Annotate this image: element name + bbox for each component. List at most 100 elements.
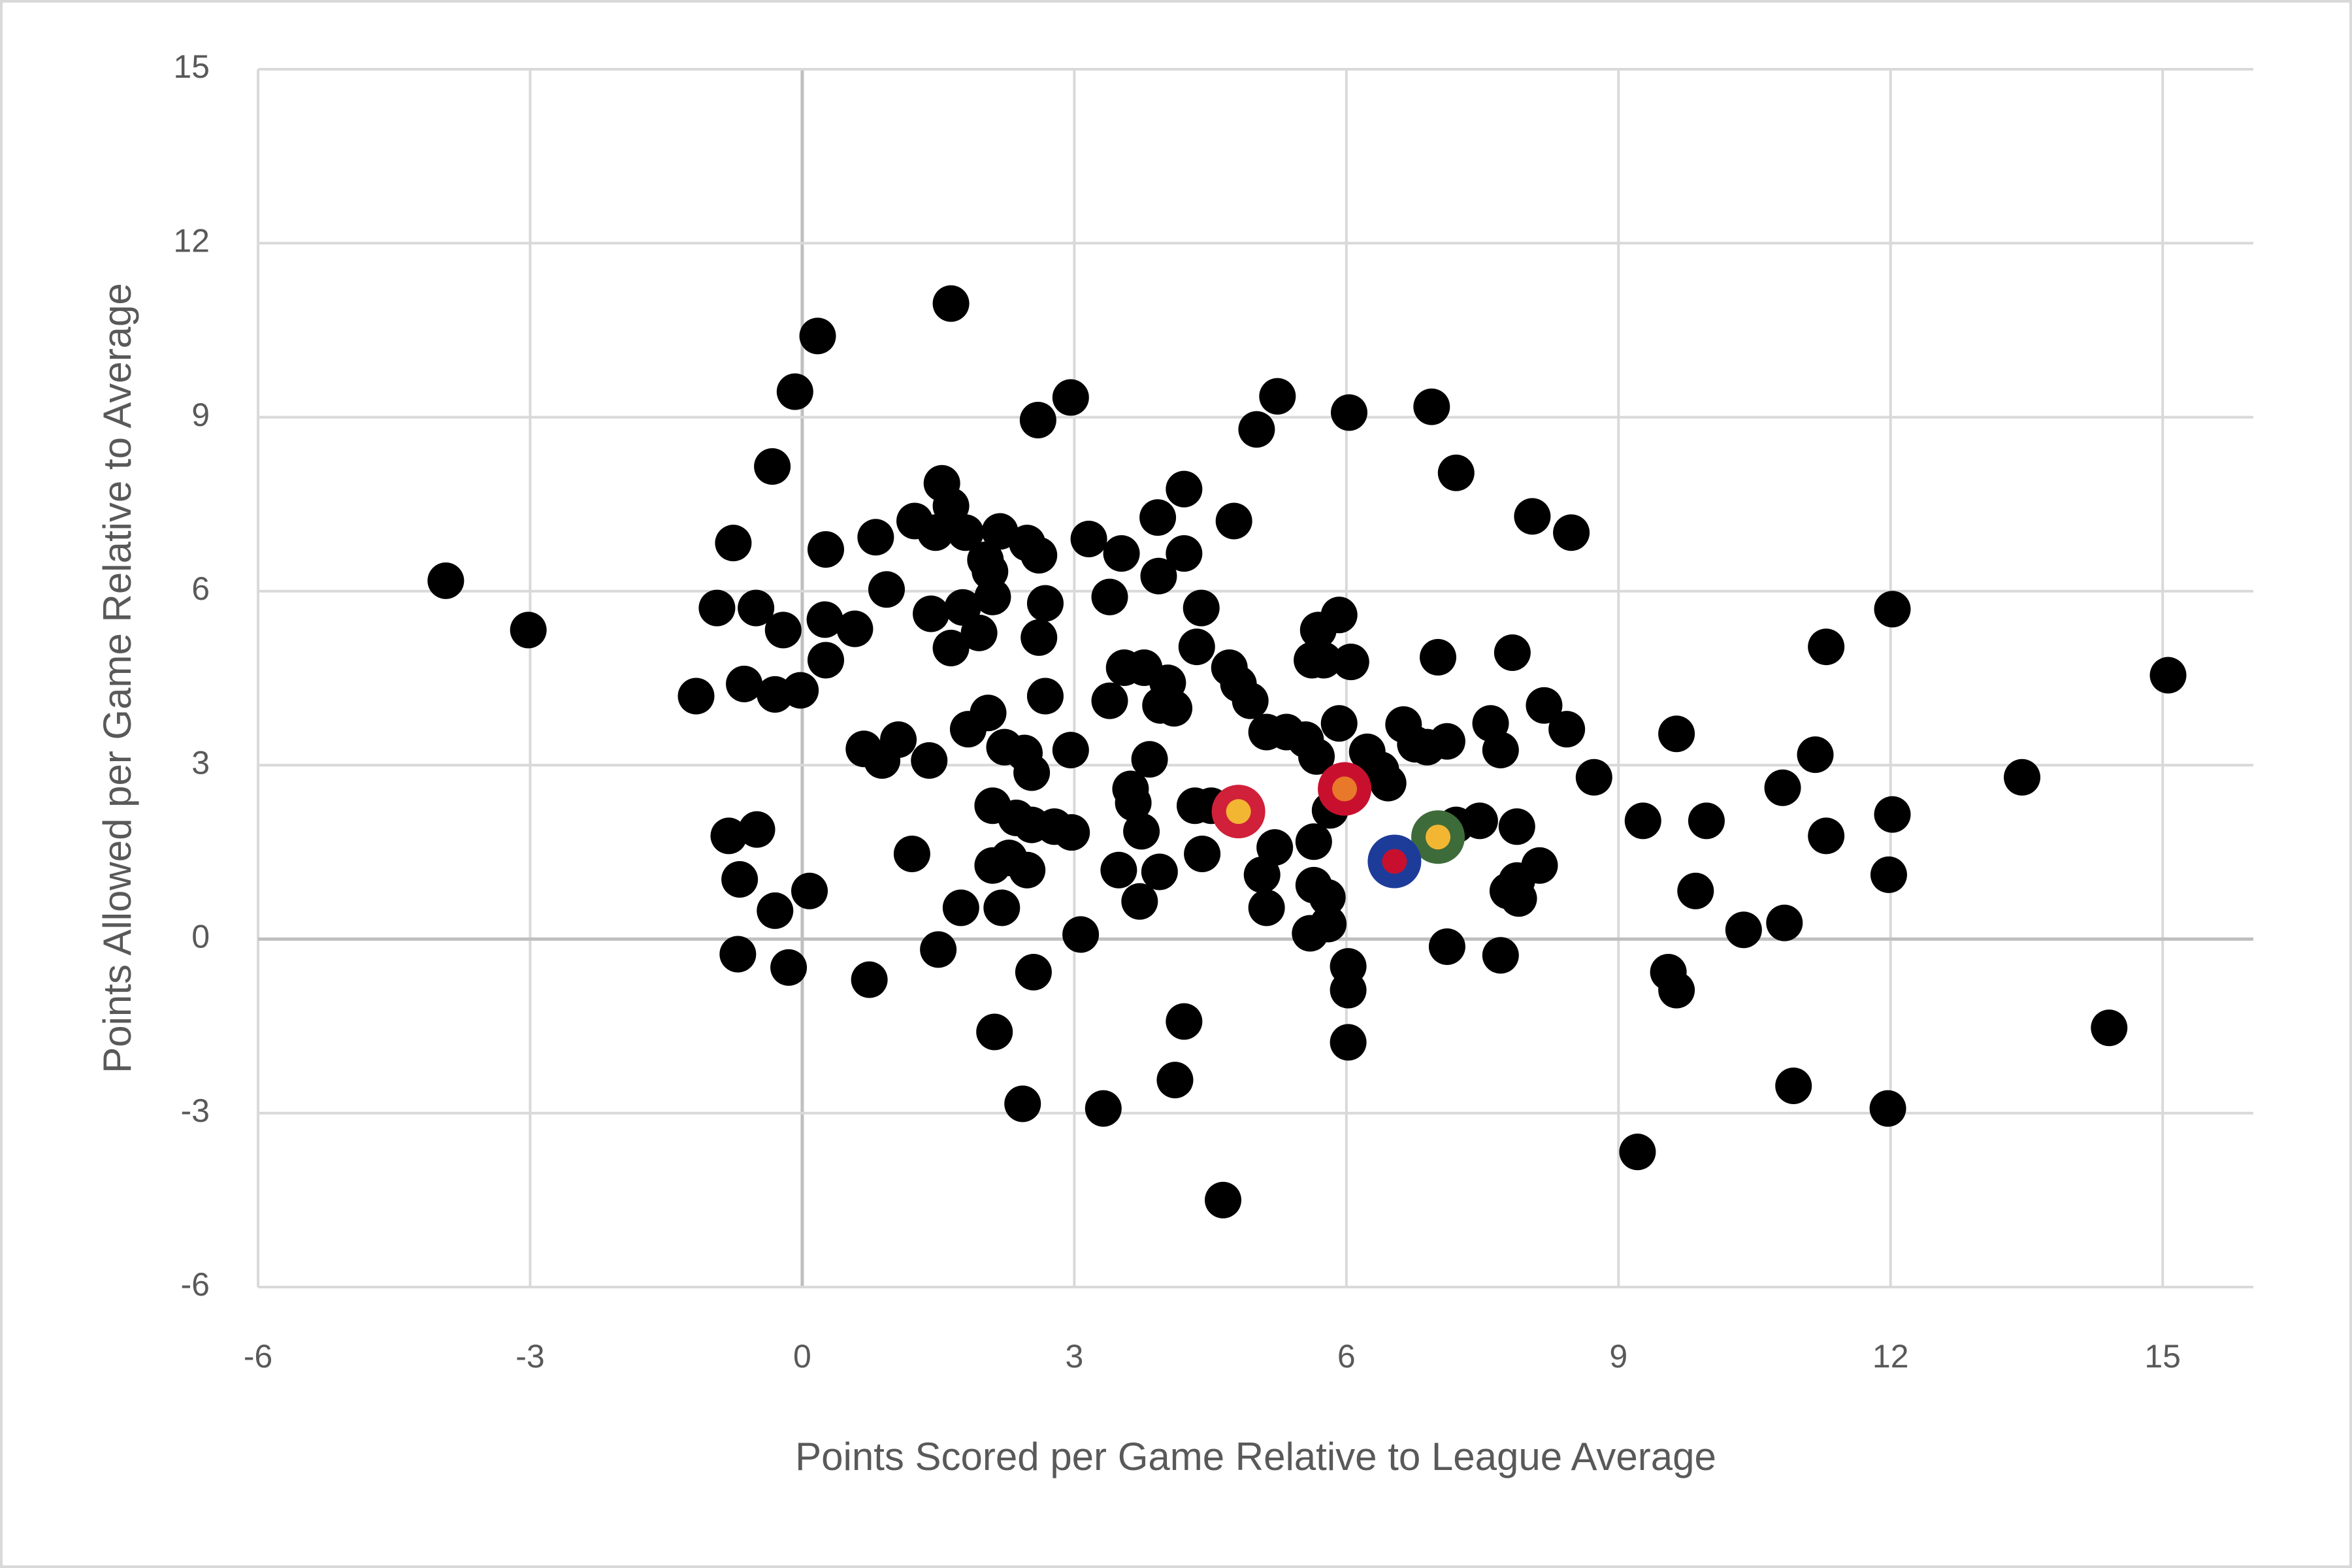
scatter-point [1156, 1062, 1194, 1099]
x-tick-label: 3 [1065, 1338, 1083, 1375]
scatter-point [932, 487, 970, 525]
scatter-point [1294, 642, 1331, 679]
scatter-point [1052, 379, 1089, 416]
scatter-point [1548, 711, 1586, 748]
scatter-point [1575, 759, 1612, 796]
scatter-point [1619, 1134, 1656, 1171]
scatter-point [721, 861, 759, 898]
y-tick-label: 15 [173, 48, 210, 85]
scatter-point [1091, 682, 1128, 719]
x-tick-label: 15 [2144, 1338, 2181, 1375]
scatter-point [2149, 657, 2187, 694]
scatter-point [1232, 682, 1269, 719]
scatter-point [1183, 589, 1220, 627]
scatter-point [960, 614, 998, 651]
scatter-point [678, 678, 715, 715]
highlight-point-center [1226, 799, 1251, 825]
scatter-point [932, 285, 970, 322]
scatter-point [1330, 972, 1367, 1009]
x-tick-label: -6 [244, 1338, 272, 1375]
scatter-point [1166, 535, 1203, 572]
scatter-point [1141, 853, 1178, 890]
scatter-point [1775, 1067, 1812, 1104]
x-tick-label: 12 [1872, 1338, 1909, 1375]
scatter-point [1369, 764, 1407, 802]
scatter-point [1238, 411, 1275, 448]
y-tick-label: -3 [181, 1092, 210, 1129]
scatter-point [1091, 578, 1128, 615]
scatter-point [1526, 687, 1563, 724]
scatter-point [983, 889, 1021, 926]
scatter-point [1688, 802, 1725, 840]
scatter-point [1298, 738, 1335, 775]
scatter-point [1320, 705, 1358, 742]
scatter-point [710, 817, 747, 855]
scatter-point [911, 742, 948, 779]
scatter-point [1256, 829, 1294, 866]
scatter-point [1259, 378, 1296, 415]
scatter-point [1482, 937, 1519, 974]
scatter-point [942, 889, 979, 926]
scatter-point [1498, 808, 1535, 845]
scatter-point [976, 1013, 1013, 1051]
scatter-point [1624, 802, 1661, 840]
scatter-point [1070, 520, 1107, 557]
scatter-point [1178, 629, 1215, 666]
grid: -6 -3 0 3 6 9 12 15 -6 -3 0 3 6 9 12 15 [173, 48, 2253, 1375]
scatter-point [917, 514, 954, 551]
scatter-point [1139, 499, 1177, 536]
scatter-point [1797, 736, 1834, 774]
highlight-point-center [1332, 776, 1358, 802]
scatter-point [1184, 835, 1221, 872]
y-tick-label: -6 [181, 1266, 210, 1303]
scatter-point [1500, 880, 1537, 917]
scatter-point [880, 721, 917, 759]
scatter-point [1766, 904, 1803, 941]
highlight-point-center [1382, 849, 1407, 874]
scatter-point [1428, 928, 1465, 965]
scatter-point [1295, 823, 1332, 860]
scatter-point [1428, 723, 1465, 760]
scatter-point [510, 612, 547, 649]
scatter-point [776, 373, 813, 410]
scatter-point [1131, 741, 1168, 778]
scatter-point [1808, 817, 1845, 855]
scatter-point [698, 589, 736, 627]
scatter-point [1215, 502, 1252, 540]
scatter-point [1514, 498, 1551, 535]
scatter-point [1140, 557, 1177, 595]
scatter-point [1437, 454, 1475, 491]
scatter-point [719, 936, 757, 973]
scatter-point [1123, 813, 1160, 850]
scatter-point [1115, 784, 1152, 821]
scatter-point [1026, 678, 1064, 715]
scatter-point [1494, 634, 1531, 671]
scatter-point [782, 672, 819, 709]
scatter-point [1420, 639, 1457, 676]
scatter-point [738, 589, 775, 627]
scatter-point [1026, 585, 1064, 622]
scatter-point [1413, 388, 1450, 425]
highlight-point-center [1426, 825, 1451, 850]
scatter-point [1764, 769, 1801, 806]
x-tick-label: 9 [1609, 1338, 1627, 1375]
scatter-point [1248, 889, 1285, 926]
scatter-point [1121, 883, 1158, 920]
x-tick-label: 0 [793, 1338, 811, 1375]
y-tick-label: 3 [191, 744, 210, 781]
scatter-point [1482, 732, 1519, 769]
scatter-point [715, 525, 752, 562]
scatter-point [1309, 879, 1346, 916]
x-axis-title: Points Scored per Game Relative to Leagu… [795, 1435, 1716, 1478]
scatter-point [1015, 954, 1052, 991]
scatter-point [808, 642, 845, 679]
scatter-point [754, 448, 791, 485]
scatter-point [1009, 851, 1046, 889]
scatter-point [770, 949, 808, 986]
scatter-point [1021, 536, 1058, 574]
scatter-point [893, 835, 930, 872]
y-tick-label: 0 [191, 919, 210, 955]
scatter-point [1292, 915, 1329, 952]
scatter-point [947, 514, 984, 551]
